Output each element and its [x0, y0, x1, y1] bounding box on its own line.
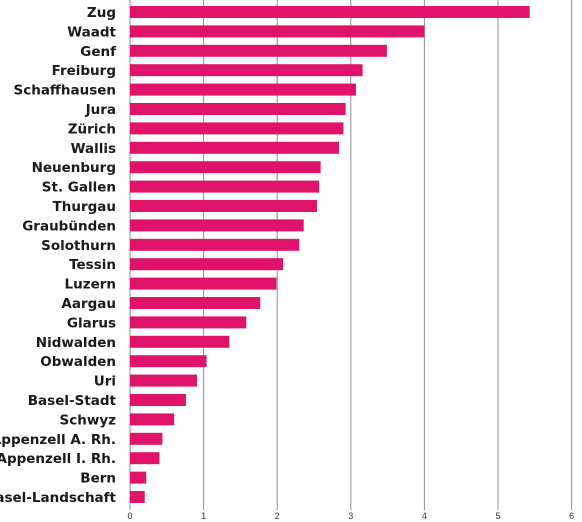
bar: [130, 432, 163, 445]
bar: [130, 25, 425, 38]
category-label: Thurgau: [53, 199, 116, 215]
category-label: Schaffhausen: [13, 83, 116, 99]
category-label: Glarus: [67, 315, 116, 331]
bar: [130, 258, 284, 271]
category-label: Luzern: [65, 277, 117, 293]
bar: [130, 452, 160, 465]
bars: [130, 6, 530, 503]
category-label: Waadt: [67, 24, 116, 40]
grid-lines: [129, 0, 573, 510]
category-label: Solothurn: [41, 238, 116, 254]
bar: [130, 413, 175, 426]
x-tick-label: 5: [495, 511, 500, 521]
category-label: Uri: [94, 374, 116, 390]
category-label: Graubünden: [22, 218, 116, 234]
bar: [130, 297, 261, 309]
category-label: Genf: [80, 44, 116, 60]
bar: [130, 161, 321, 174]
category-label: Basel-Stadt: [28, 393, 117, 409]
bar: [130, 6, 530, 18]
category-label: Zürich: [68, 121, 116, 137]
bar: [130, 491, 145, 503]
bar: [130, 471, 147, 484]
bar: [130, 83, 356, 96]
bar: [130, 64, 363, 77]
category-label: Bern: [80, 471, 116, 487]
x-tick-label: 6: [569, 511, 574, 521]
bar: [130, 355, 207, 368]
bar: [130, 180, 320, 193]
x-tick-label: 2: [275, 511, 280, 521]
category-label: St. Gallen: [42, 180, 116, 196]
bar: [130, 394, 186, 406]
category-label: Tessin: [69, 257, 116, 273]
category-label: Appenzell A. Rh.: [0, 432, 116, 448]
category-label: Appenzell I. Rh.: [0, 451, 116, 467]
bar: [130, 238, 300, 251]
bar: [130, 277, 277, 290]
category-label: Freiburg: [52, 63, 116, 79]
bar: [130, 316, 247, 329]
bar: [130, 335, 230, 348]
category-label: Zug: [87, 5, 116, 21]
bar: [130, 122, 344, 135]
bar: [130, 141, 340, 154]
x-tick-labels: 0 1 2 3 4 5 6: [127, 511, 574, 521]
category-label: Schwyz: [60, 412, 117, 428]
x-tick-label: 0: [127, 511, 132, 521]
category-label: Obwalden: [40, 354, 116, 370]
bar: [130, 200, 317, 212]
category-label: Basel-Landschaft: [0, 490, 117, 506]
x-tick-label: 3: [348, 511, 353, 521]
category-label: Aargau: [61, 296, 116, 312]
x-tick-label: 4: [422, 511, 427, 521]
category-label: Jura: [85, 102, 116, 118]
category-label: Neuenburg: [32, 160, 116, 176]
bar: [130, 374, 197, 387]
bar: [130, 219, 304, 232]
category-label: Wallis: [71, 141, 116, 157]
bar: [130, 103, 346, 115]
category-label: Nidwalden: [36, 335, 116, 351]
x-tick-label: 1: [201, 511, 206, 521]
category-labels: Zug Waadt Genf Freiburg Schaffhausen Jura Züri…: [0, 5, 117, 506]
bar: [130, 44, 387, 57]
